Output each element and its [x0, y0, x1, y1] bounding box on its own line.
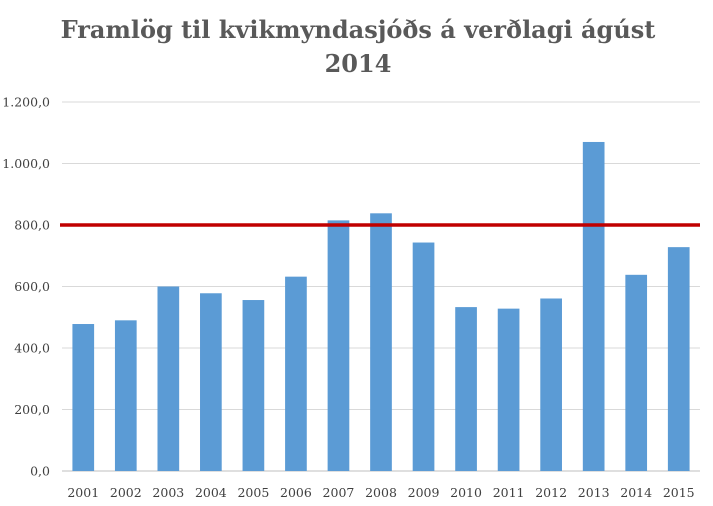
y-axis-tick-labels: 0,0 200,0 400,0 600,0 800,0 1.000,0 1.200,0 — [2, 95, 50, 479]
y-tick-label: 600,0 — [14, 279, 50, 294]
x-axis-tick-labels: 2001 2002 2003 2004 2005 2006 2007 2008 2009 2010… — [67, 485, 694, 500]
bar-2009 — [412, 242, 435, 471]
x-tick-label: 2004 — [195, 485, 227, 500]
x-tick-label: 2012 — [535, 485, 567, 500]
x-tick-label: 2014 — [620, 485, 652, 500]
y-tick-label: 1.000,0 — [2, 156, 50, 171]
x-tick-label: 2015 — [663, 485, 695, 500]
bar-2004 — [200, 293, 222, 471]
x-tick-label: 2007 — [323, 485, 355, 500]
x-tick-label: 2003 — [152, 485, 184, 500]
chart-title-line-1: Framlög til kvikmyndasjóðs á verðlagi ág… — [61, 15, 656, 44]
bar-2002 — [114, 320, 137, 471]
y-tick-label: 400,0 — [14, 341, 50, 356]
bar-2011 — [497, 308, 520, 471]
bar-2006 — [285, 276, 307, 471]
x-tick-label: 2005 — [237, 485, 269, 500]
bar-2007 — [327, 220, 350, 471]
y-tick-label: 200,0 — [14, 402, 50, 417]
x-tick-label: 2006 — [280, 485, 312, 500]
bar-2012 — [540, 298, 562, 471]
x-tick-label: 2011 — [493, 485, 525, 500]
bar-2015 — [667, 247, 690, 471]
x-tick-label: 2009 — [408, 485, 440, 500]
bar-2001 — [72, 324, 95, 471]
chart-title-line-2: 2014 — [325, 49, 392, 78]
x-tick-label: 2002 — [110, 485, 142, 500]
x-tick-label: 2010 — [450, 485, 482, 500]
x-tick-label: 2013 — [578, 485, 610, 500]
bars — [72, 141, 690, 471]
bar-2010 — [455, 307, 477, 471]
bar-2008 — [370, 213, 392, 471]
x-tick-label: 2001 — [67, 485, 99, 500]
x-tick-label: 2008 — [365, 485, 397, 500]
y-tick-label: 1.200,0 — [2, 95, 50, 110]
bar-2013 — [582, 141, 605, 471]
bar-2005 — [242, 300, 265, 471]
bar-2014 — [625, 274, 648, 471]
bar-2003 — [157, 286, 180, 471]
y-tick-label: 800,0 — [14, 218, 50, 233]
y-tick-label: 0,0 — [30, 464, 50, 479]
